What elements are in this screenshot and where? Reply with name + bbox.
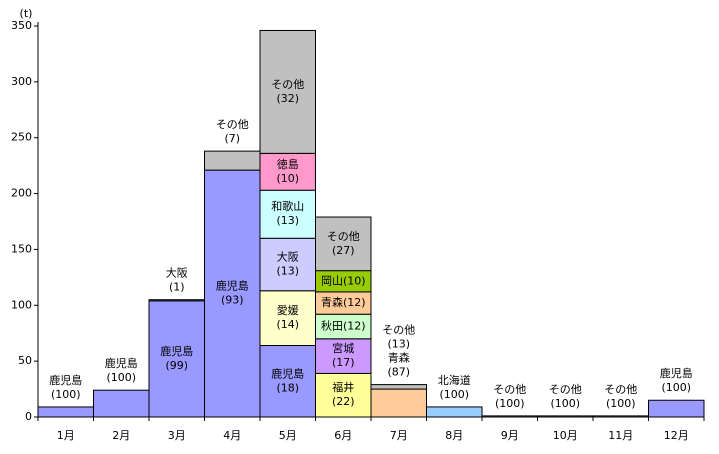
segment-label: 岡山(10) xyxy=(321,274,366,287)
bar-segment xyxy=(592,415,649,418)
segment-label: その他 xyxy=(271,78,304,91)
bar-annotation: 鹿児島 xyxy=(660,366,693,380)
bar-annotation: (87) xyxy=(387,366,410,379)
bar-annotation: (7) xyxy=(224,132,240,145)
bar-segment xyxy=(204,150,261,171)
x-tick-label: 7月 xyxy=(390,429,408,442)
bar-segment xyxy=(648,399,705,418)
bar-annotation: (100) xyxy=(106,371,136,384)
bar-segment xyxy=(426,406,483,418)
segment-label: (10) xyxy=(276,172,299,185)
x-tick-label: 9月 xyxy=(501,429,519,442)
segment-label: (99) xyxy=(165,359,188,372)
bar-annotation: その他 xyxy=(382,324,415,337)
bar-annotation: (100) xyxy=(51,388,81,401)
bar-annotation: (1) xyxy=(169,281,185,294)
segment-label: (93) xyxy=(221,294,244,307)
x-tick-label: 6月 xyxy=(334,429,352,442)
bar-segment xyxy=(537,415,594,418)
segment-label: (14) xyxy=(276,318,299,331)
bar-segment xyxy=(315,216,372,272)
bar-segment xyxy=(481,415,538,418)
bar-annotation: その他 xyxy=(604,383,637,396)
bar-annotation: 青森 xyxy=(388,351,410,365)
x-tick-label: 12月 xyxy=(664,429,689,442)
x-tick-label: 4月 xyxy=(223,429,241,442)
bar-segment xyxy=(259,345,316,418)
bar-annotation: (100) xyxy=(439,388,469,401)
bar-segment xyxy=(315,338,372,374)
bar-segment xyxy=(370,384,427,390)
bar-segment xyxy=(370,388,427,418)
bar-annotation: (100) xyxy=(550,397,580,410)
y-tick-label: 350 xyxy=(11,19,32,32)
x-tick-label: 1月 xyxy=(57,429,75,442)
bar-annotation: その他 xyxy=(549,383,582,396)
bar-annotation: その他 xyxy=(216,118,249,131)
bar-annotation: (100) xyxy=(495,397,525,410)
segment-label: 秋田(12) xyxy=(321,319,366,333)
y-tick-label: 300 xyxy=(11,75,32,88)
segment-label: 宮城 xyxy=(332,341,354,355)
x-tick-label: 3月 xyxy=(168,429,186,442)
segment-label: その他 xyxy=(327,230,360,243)
bar-annotation: (100) xyxy=(661,381,691,394)
y-unit-label: (t) xyxy=(20,7,33,20)
x-tick-label: 2月 xyxy=(112,429,130,442)
bar-segment xyxy=(315,313,372,340)
segment-label: 徳島 xyxy=(277,157,299,171)
bar-segment xyxy=(93,389,150,418)
segment-label: 和歌山 xyxy=(271,199,304,213)
segment-label: (32) xyxy=(276,92,299,105)
x-tick-label: 11月 xyxy=(608,429,633,442)
segment-label: (18) xyxy=(276,381,299,394)
bar-annotation: (13) xyxy=(387,338,410,351)
x-tick-label: 8月 xyxy=(445,429,463,442)
segment-label: (17) xyxy=(332,356,355,369)
bar-segment xyxy=(259,290,316,347)
chart-labels: 鹿児島(100)鹿児島(100)鹿児島(99)大阪(1) 鹿児島(93)その他(7… xyxy=(49,78,693,410)
bar-segment xyxy=(259,29,316,154)
segment-label: 鹿児島 xyxy=(160,344,193,358)
chart-axes: (t) 0 50 100 150 200 250 300 350 1月 2月 3月 4月 5月 6月 7月 8月… xyxy=(11,7,705,442)
bar-annotation: 鹿児島 xyxy=(49,373,82,387)
bar-segment xyxy=(259,152,316,191)
segment-label: 青森(12) xyxy=(321,295,366,309)
segment-label: 大阪 xyxy=(277,250,299,264)
segment-label: 愛媛 xyxy=(277,303,299,317)
bar-segment xyxy=(259,189,316,239)
bar-annotation: (100) xyxy=(606,397,636,410)
bar-annotation: 鹿児島 xyxy=(105,356,138,370)
bar-annotation: 大阪 xyxy=(166,266,188,280)
segment-label: (22) xyxy=(332,395,355,408)
y-tick-label: 250 xyxy=(11,131,32,144)
y-tick-label: 200 xyxy=(11,187,32,200)
segment-label: (13) xyxy=(276,214,299,227)
y-tick-label: 0 xyxy=(25,410,32,423)
x-tick-label: 10月 xyxy=(553,429,578,442)
segment-label: (27) xyxy=(332,244,355,257)
x-tick-label: 5月 xyxy=(279,429,297,442)
y-tick-label: 100 xyxy=(11,298,32,311)
bar-segment xyxy=(37,406,94,418)
y-tick-label: 50 xyxy=(18,354,32,367)
bar-segment xyxy=(204,169,261,418)
segment-label: 鹿児島 xyxy=(271,366,304,380)
y-tick-label: 150 xyxy=(11,242,32,255)
segment-label: (13) xyxy=(276,265,299,278)
bar-annotation: その他 xyxy=(493,383,526,396)
bar-segment xyxy=(148,299,205,302)
bar-segment xyxy=(259,237,316,292)
bar-annotation: 北海道 xyxy=(438,373,471,387)
segment-label: 鹿児島 xyxy=(216,279,249,293)
chart-bars xyxy=(37,29,705,418)
segment-label: 福井 xyxy=(332,380,354,394)
